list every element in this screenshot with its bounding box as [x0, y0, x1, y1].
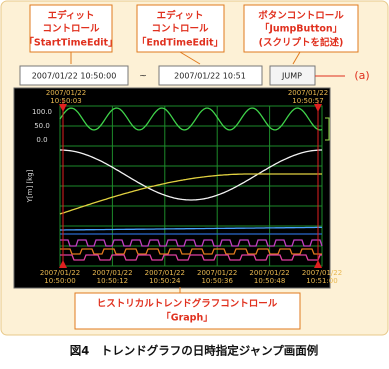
x-tick-label: 2007/01/22 [197, 269, 237, 277]
top-label: 10:50:03 [50, 97, 81, 105]
x-tick-label: 10:51:00 [306, 277, 337, 285]
x-tick-label: 10:50:48 [254, 277, 285, 285]
top-label: 10:50:57 [292, 97, 323, 105]
trend-line [60, 248, 322, 255]
callout-text: ボタンコントロール [258, 10, 344, 22]
trend-line [60, 254, 322, 261]
y-tick-label: 50.0 [34, 122, 50, 130]
bracket [325, 117, 330, 141]
trend-line [60, 226, 322, 231]
x-tick-label: 10:50:12 [97, 277, 128, 285]
y-axis-label: Y[m] [kg] [26, 169, 34, 203]
separator: ~ [139, 72, 147, 82]
callout-box [29, 4, 113, 53]
y-tick-label: 100.0 [32, 108, 52, 116]
x-tick-label: 2007/01/22 [40, 269, 80, 277]
callout-text: コントロール [151, 24, 209, 35]
x-tick-label: 10:50:24 [149, 277, 181, 285]
x-labels: 2007/01/2210:50:002007/01/2210:50:122007… [40, 269, 342, 285]
top-label: 2007/01/22 [46, 89, 86, 97]
callout-text: エディット [48, 10, 95, 22]
x-tick-label: 2007/01/22 [302, 269, 342, 277]
trend-line [60, 239, 323, 247]
callout-box [136, 4, 225, 53]
callout-text: ヒストリカルトレンドグラフコントロール [97, 298, 278, 310]
jump-button-label: JUMP [281, 72, 302, 81]
callout-text: エディット [157, 10, 204, 22]
callout-pointer [179, 51, 201, 65]
caption: 図4 トレンドグラフの日時指定ジャンプ画面例 [70, 344, 319, 358]
x-tick-label: 2007/01/22 [145, 269, 185, 277]
callout-text: 「JumpButton」 [260, 23, 342, 35]
top-label: 2007/01/22 [288, 89, 328, 97]
plot-frame [59, 105, 323, 267]
trend-line [60, 149, 322, 201]
x-tick-label: 2007/01/22 [249, 269, 289, 277]
callout-box [243, 4, 359, 53]
start-time-value: 2007/01/22 10:50:00 [32, 72, 117, 81]
trend-line [59, 173, 322, 215]
end-time-edit[interactable] [158, 65, 263, 86]
callout-text: 「StartTimeEdit」 [24, 37, 117, 49]
callout-text: コントロール [42, 24, 100, 35]
x-tick-label: 10:50:00 [44, 277, 75, 285]
x-tick-label: 10:50:36 [201, 277, 233, 285]
trend-line [59, 107, 323, 131]
annotation: (a) [354, 69, 369, 82]
callout-text: (スクリプトを記述) [259, 37, 344, 49]
start-time-edit[interactable] [19, 65, 129, 86]
callout-box [74, 292, 301, 330]
curves [59, 107, 323, 261]
callout-pointer [292, 51, 301, 65]
callout-text: 「EndTimeEdit」 [137, 37, 223, 49]
end-time-value: 2007/01/22 10:51 [174, 72, 246, 81]
y-tick-label: 0.0 [36, 136, 47, 144]
x-tick-label: 2007/01/22 [92, 269, 132, 277]
callout-text: 「Graph」 [161, 312, 212, 324]
